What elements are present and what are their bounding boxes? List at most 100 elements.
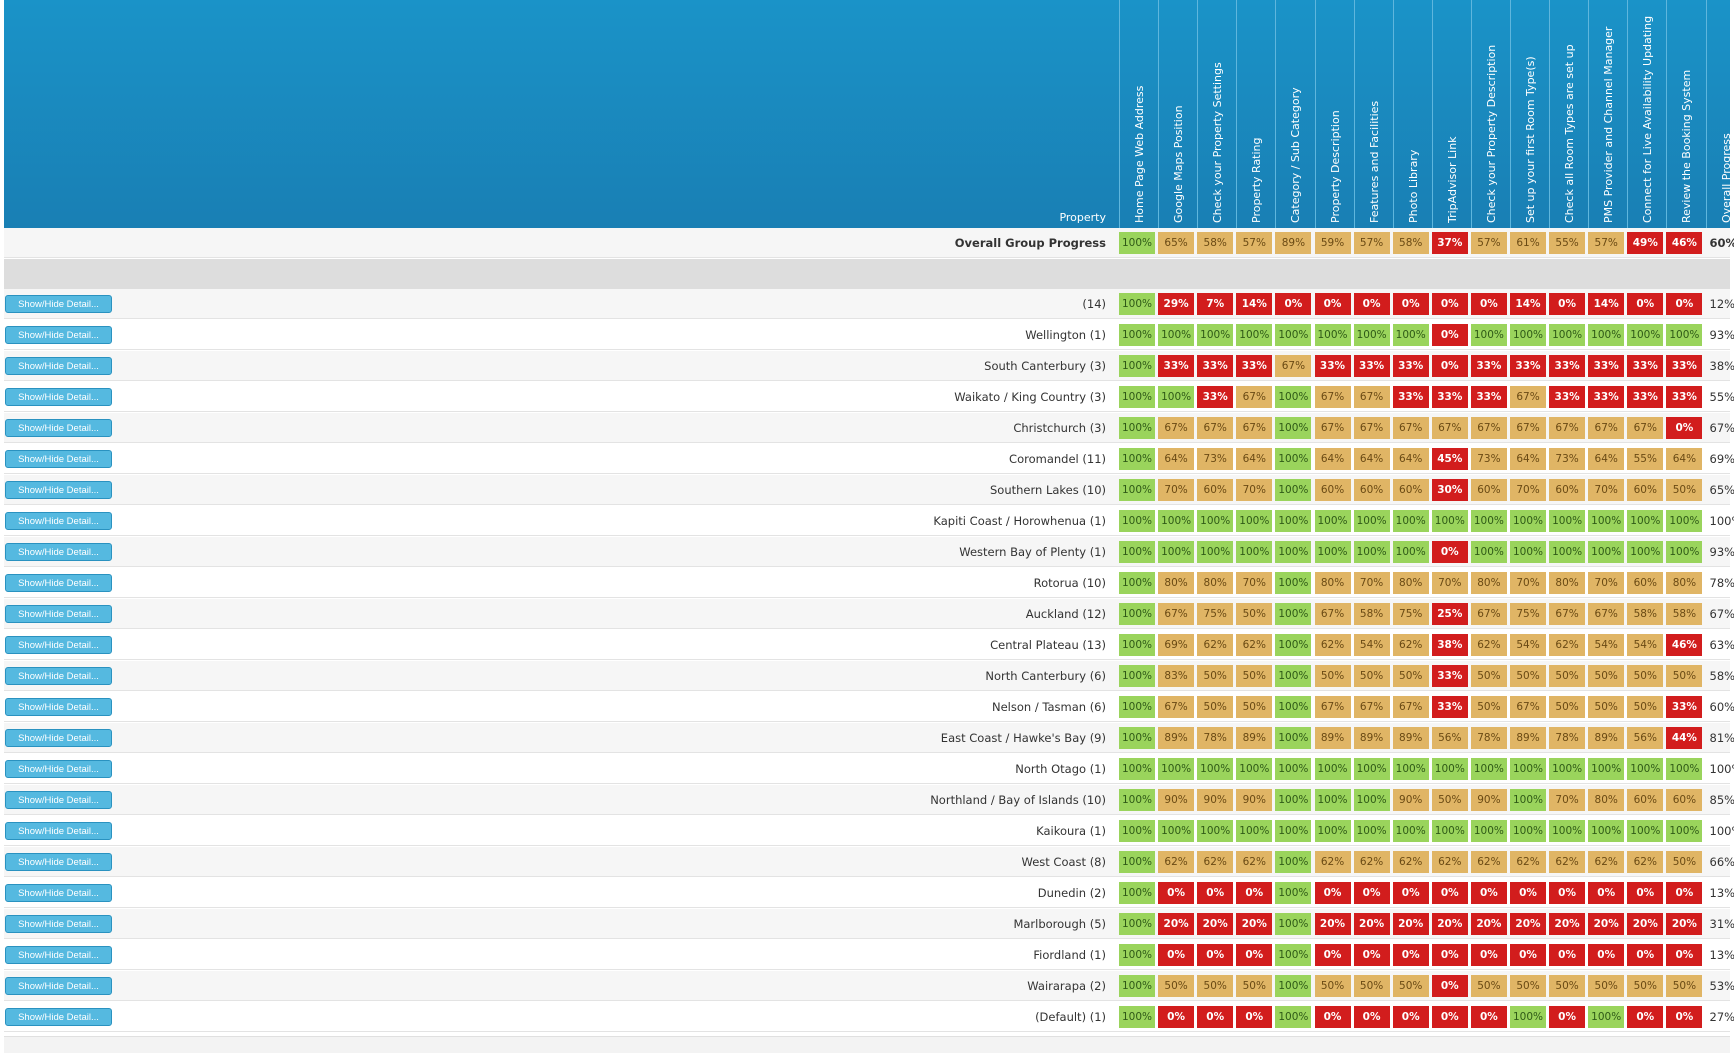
- progress-cell: 55%: [1627, 448, 1664, 470]
- progress-cell: 100%: [1275, 386, 1312, 408]
- progress-cell: 60%: [1627, 789, 1664, 811]
- region-name: Western Bay of Plenty (1): [959, 545, 1106, 559]
- progress-cell: 100%: [1666, 510, 1703, 532]
- region-name: Wellington (1): [1025, 328, 1106, 342]
- progress-cell: 100%: [1275, 572, 1312, 594]
- progress-cell: 67%: [1236, 386, 1273, 408]
- progress-cell: 100%: [1119, 696, 1155, 718]
- progress-cell: 50%: [1470, 696, 1507, 718]
- progress-cell: 58%: [1353, 603, 1390, 625]
- progress-cell: 80%: [1314, 572, 1351, 594]
- progress-cell: 0%: [1158, 882, 1195, 904]
- progress-cell: 100%: [1197, 324, 1234, 346]
- show-hide-detail-button[interactable]: Show/Hide Detail...: [5, 884, 112, 902]
- progress-cell: 20%: [1314, 913, 1351, 935]
- table-footer: [4, 1036, 1730, 1053]
- show-hide-detail-button[interactable]: Show/Hide Detail...: [5, 760, 112, 778]
- progress-cell: 62%: [1510, 851, 1546, 873]
- progress-cell: 67%: [1197, 417, 1234, 439]
- progress-cell: 50%: [1392, 975, 1429, 997]
- progress-cell: 67%: [1353, 386, 1390, 408]
- region-name: North Otago (1): [1015, 762, 1106, 776]
- progress-cell: 100%: [1275, 789, 1312, 811]
- progress-cell: 0%: [1314, 944, 1351, 966]
- progress-cell: 0%: [1431, 355, 1468, 377]
- show-hide-detail-button[interactable]: Show/Hide Detail...: [5, 574, 112, 592]
- region-name: (Default) (1): [1035, 1010, 1106, 1024]
- overall-progress-value: 100%: [1709, 762, 1734, 776]
- show-hide-detail-button[interactable]: Show/Hide Detail...: [5, 605, 112, 623]
- column-header-label: Features and Facilities: [1367, 100, 1381, 223]
- table-row: Show/Hide Detail... Marlborough (5) 100% 20…: [4, 909, 1734, 939]
- show-hide-detail-button[interactable]: Show/Hide Detail...: [5, 295, 112, 313]
- progress-cell: 89%: [1275, 232, 1312, 254]
- progress-cell: 67%: [1158, 603, 1195, 625]
- show-hide-detail-button[interactable]: Show/Hide Detail...: [5, 698, 112, 716]
- overall-progress-value: 78%: [1709, 576, 1734, 590]
- show-hide-detail-button[interactable]: Show/Hide Detail...: [5, 419, 112, 437]
- progress-cell: 90%: [1158, 789, 1195, 811]
- progress-cell: 33%: [1314, 355, 1351, 377]
- column-header-label: Connect for Live Availability Updating: [1641, 15, 1655, 223]
- overall-progress-value: 60%: [1709, 236, 1734, 250]
- show-hide-detail-button[interactable]: Show/Hide Detail...: [5, 636, 112, 654]
- progress-cell: 0%: [1314, 293, 1351, 315]
- table-row: Show/Hide Detail... Kaikoura (1) 100% 100% 1…: [4, 816, 1734, 846]
- progress-cell: 100%: [1275, 975, 1312, 997]
- progress-cell: 62%: [1236, 634, 1273, 656]
- progress-cell: 20%: [1510, 913, 1546, 935]
- progress-cell: 60%: [1197, 479, 1234, 501]
- progress-cell: 58%: [1666, 603, 1703, 625]
- progress-cell: 67%: [1275, 355, 1312, 377]
- progress-cell: 0%: [1431, 1006, 1468, 1028]
- overall-progress-value: 100%: [1709, 514, 1734, 528]
- show-hide-detail-button[interactable]: Show/Hide Detail...: [5, 357, 112, 375]
- show-hide-detail-button[interactable]: Show/Hide Detail...: [5, 450, 112, 468]
- progress-cell: 100%: [1119, 355, 1155, 377]
- overall-progress-value: 69%: [1709, 452, 1734, 466]
- progress-cell: 100%: [1549, 510, 1586, 532]
- progress-cell: 0%: [1158, 944, 1195, 966]
- show-hide-detail-button[interactable]: Show/Hide Detail...: [5, 543, 112, 561]
- show-hide-detail-button[interactable]: Show/Hide Detail...: [5, 946, 112, 964]
- progress-cell: 33%: [1392, 355, 1429, 377]
- show-hide-detail-button[interactable]: Show/Hide Detail...: [5, 481, 112, 499]
- show-hide-detail-button[interactable]: Show/Hide Detail...: [5, 388, 112, 406]
- column-header: Check all Room Types are set up: [1549, 0, 1588, 228]
- column-header-label: Overall Progress: [1719, 133, 1733, 223]
- progress-cell: 0%: [1392, 882, 1429, 904]
- progress-cell: 33%: [1549, 355, 1586, 377]
- show-hide-detail-button[interactable]: Show/Hide Detail...: [5, 853, 112, 871]
- progress-cell: 0%: [1549, 1006, 1586, 1028]
- overall-progress-value: 55%: [1709, 390, 1734, 404]
- show-hide-detail-button[interactable]: Show/Hide Detail...: [5, 791, 112, 809]
- show-hide-detail-button[interactable]: Show/Hide Detail...: [5, 977, 112, 995]
- progress-cell: 49%: [1627, 232, 1664, 254]
- show-hide-detail-button[interactable]: Show/Hide Detail...: [5, 326, 112, 344]
- show-hide-detail-button[interactable]: Show/Hide Detail...: [5, 512, 112, 530]
- progress-cell: 0%: [1197, 944, 1234, 966]
- progress-cell: 20%: [1236, 913, 1273, 935]
- show-hide-detail-button[interactable]: Show/Hide Detail...: [5, 729, 112, 747]
- progress-cell: 33%: [1666, 696, 1703, 718]
- progress-cell: 33%: [1470, 355, 1507, 377]
- progress-cell: 100%: [1275, 727, 1312, 749]
- overall-group-progress-row: Overall Group Progress 100% 65% 58% 57% 89% 5…: [4, 228, 1734, 258]
- progress-cell: 67%: [1588, 603, 1625, 625]
- overall-progress-value: 60%: [1709, 700, 1734, 714]
- show-hide-detail-button[interactable]: Show/Hide Detail...: [5, 915, 112, 933]
- show-hide-detail-button[interactable]: Show/Hide Detail...: [5, 667, 112, 685]
- region-name: (14): [1082, 297, 1106, 311]
- progress-cell: 62%: [1197, 851, 1234, 873]
- progress-cell: 100%: [1197, 510, 1234, 532]
- progress-cell: 100%: [1549, 541, 1586, 563]
- progress-cell: 50%: [1470, 975, 1507, 997]
- column-header: Category / Sub Category: [1275, 0, 1314, 228]
- progress-cell: 100%: [1236, 324, 1273, 346]
- progress-cell: 0%: [1627, 944, 1664, 966]
- progress-cell: 64%: [1588, 448, 1625, 470]
- progress-cell: 50%: [1666, 479, 1703, 501]
- show-hide-detail-button[interactable]: Show/Hide Detail...: [5, 1008, 112, 1026]
- show-hide-detail-button[interactable]: Show/Hide Detail...: [5, 822, 112, 840]
- progress-cell: 73%: [1470, 448, 1507, 470]
